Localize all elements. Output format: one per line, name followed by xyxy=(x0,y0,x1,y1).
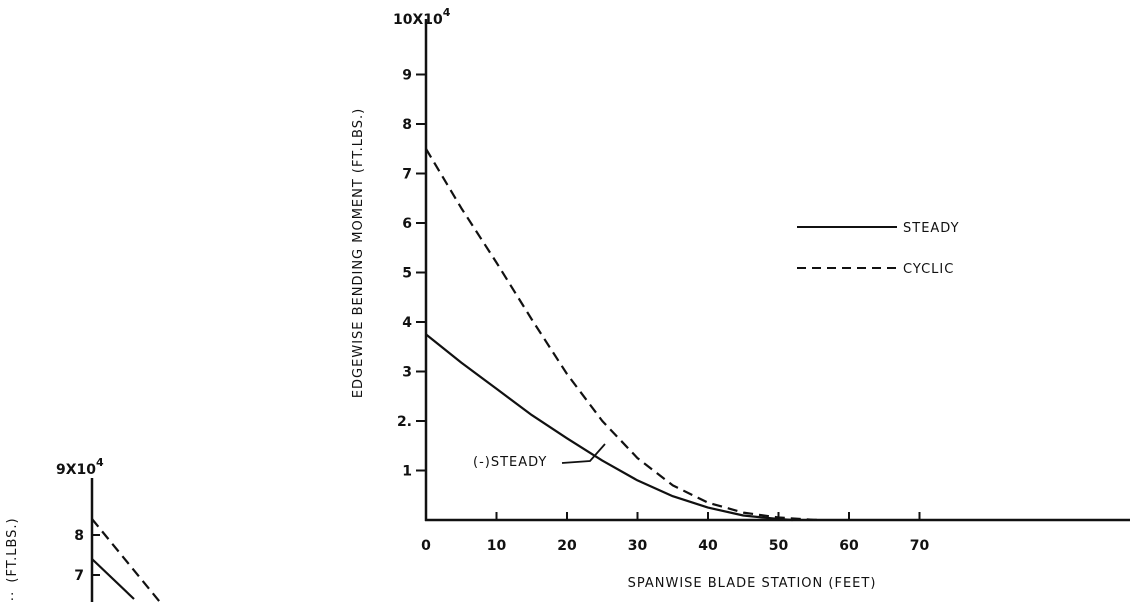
annotation-steady-label: (-)STEADY xyxy=(473,455,547,470)
x-tick-label: 0 xyxy=(421,538,431,554)
x-tick-label: 10 xyxy=(487,538,507,554)
main-ticks: 0 10 20 30 40 50 60 70 1 2. 3 4 5 6 7 8 9 xyxy=(397,68,930,555)
inset-y-multiplier-exponent: 4 xyxy=(96,456,104,469)
inset-y-multiplier-base: 9X10 xyxy=(56,462,96,478)
inset-y-tick-label: 8 xyxy=(74,528,84,544)
y-tick-label: 6 xyxy=(402,216,412,232)
x-axis-title: SPANWISE BLADE STATION (FEET) xyxy=(628,576,877,591)
x-tick-label: 60 xyxy=(839,538,859,554)
inset-y-multiplier-label: 9X104 xyxy=(56,456,104,478)
x-tick-label: 30 xyxy=(628,538,648,554)
y-tick-label: 8 xyxy=(402,117,412,133)
y-tick-label: 4 xyxy=(402,315,412,331)
y-tick-label: 1 xyxy=(402,464,412,480)
y-multiplier-base: 10X10 xyxy=(393,12,443,28)
inset-ticks: 78 xyxy=(74,528,100,584)
inset-series xyxy=(91,518,162,602)
y-multiplier-exponent: 4 xyxy=(443,6,451,19)
inset-series-line-dashed xyxy=(91,518,162,602)
legend-cyclic-label: CYCLIC xyxy=(903,262,954,277)
y-tick-label: 3 xyxy=(402,365,412,381)
y-multiplier-label: 10X104 xyxy=(393,6,451,28)
x-tick-label: 70 xyxy=(910,538,930,554)
inset-y-axis-title: (FT.LBS.) xyxy=(5,517,20,582)
y-tick-label: 2. xyxy=(397,414,412,430)
annotation-leader-line xyxy=(561,443,606,464)
inset-y-axis-title-fragment: : xyxy=(10,589,15,602)
y-tick-label: 5 xyxy=(402,266,412,282)
y-tick-label: 7 xyxy=(402,167,412,183)
annotation-steady: (-)STEADY xyxy=(473,443,606,470)
series-line-cyclic xyxy=(425,148,821,522)
y-tick-label: 9 xyxy=(402,68,412,84)
legend: STEADY CYCLIC xyxy=(797,221,960,277)
x-tick-label: 40 xyxy=(698,538,718,554)
x-tick-label: 50 xyxy=(769,538,789,554)
legend-steady-label: STEADY xyxy=(903,221,960,236)
inset-series-line-solid xyxy=(91,558,135,600)
inset-y-tick-label: 7 xyxy=(74,568,84,584)
inset-chart: 78 9X104 (FT.LBS.) : xyxy=(5,456,162,602)
y-axis-title: EDGEWISE BENDING MOMENT (FT.LBS.) xyxy=(351,108,366,398)
series-line-steady xyxy=(425,333,793,522)
x-tick-label: 20 xyxy=(557,538,577,554)
main-series xyxy=(425,148,821,522)
